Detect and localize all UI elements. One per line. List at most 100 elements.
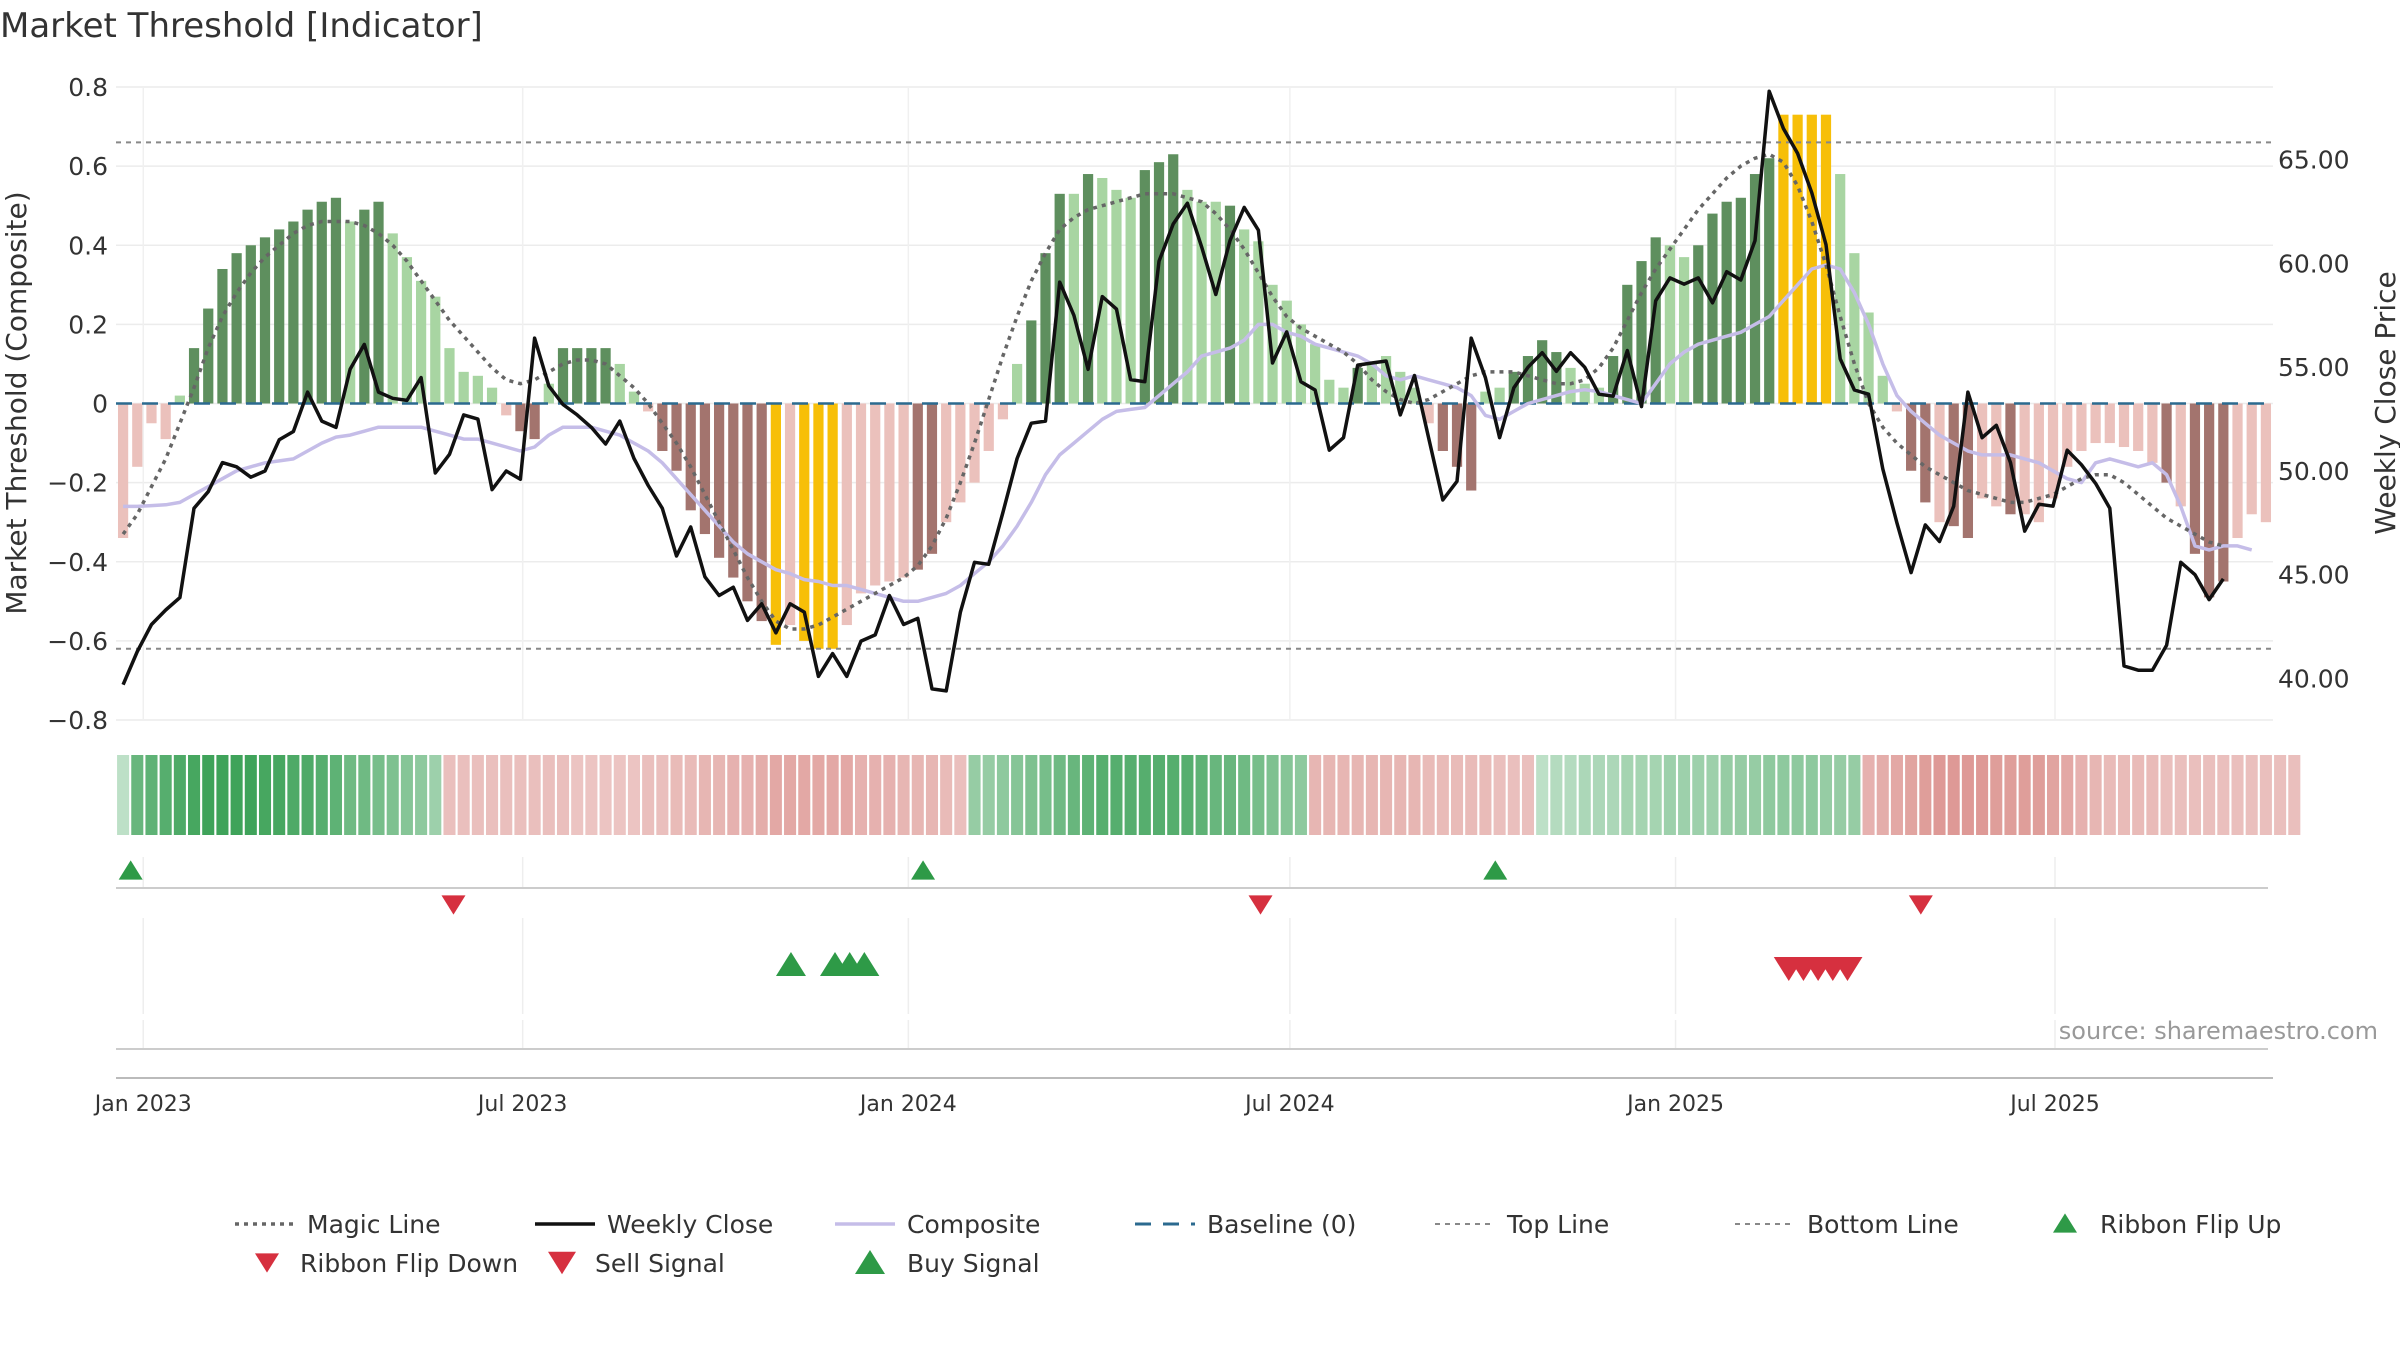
bar [2218, 403, 2229, 582]
bar [713, 403, 725, 558]
bar [1082, 174, 1094, 404]
bar [586, 348, 597, 404]
ribbon-cell [230, 755, 243, 835]
ribbon-cell [1777, 755, 1790, 835]
ribbon-cell [613, 755, 626, 835]
ribbon-cell [854, 755, 868, 835]
bar [2133, 403, 2144, 451]
bar [912, 403, 923, 570]
legend-item: Magic Line [235, 1210, 441, 1239]
ribbon-cell [1734, 755, 1747, 835]
ribbon-cell [698, 755, 711, 835]
bar [1310, 344, 1321, 404]
legend-label: Buy Signal [907, 1249, 1040, 1278]
ribbon-cell [1592, 755, 1605, 835]
ribbon-cell [315, 755, 328, 835]
bar [841, 403, 852, 626]
ribbon-cell [1380, 755, 1393, 835]
bar [855, 403, 867, 594]
ribbon-cell [840, 755, 853, 835]
bar [458, 371, 469, 404]
ribbon-cell [1720, 755, 1733, 835]
bar [2062, 403, 2073, 467]
ribbon-cell [1933, 755, 1946, 835]
ribbon-cell [1209, 755, 1222, 835]
bar [288, 221, 299, 404]
bar [671, 403, 682, 471]
bar [784, 403, 796, 626]
ribbon-cell [117, 755, 130, 835]
chart-title: Market Threshold [Indicator] [0, 6, 483, 46]
ribbon-cell [755, 755, 768, 835]
bar [728, 403, 739, 578]
ribbon-cell [443, 755, 456, 835]
ribbon-cell [1039, 755, 1052, 835]
bar [1068, 193, 1079, 404]
legend-label: Weekly Close [607, 1210, 773, 1239]
ribbon-cell [1053, 755, 1066, 835]
x-tick-label: Jul 2024 [1243, 1092, 1335, 1117]
bar [1565, 367, 1576, 404]
bar [1735, 197, 1746, 404]
composite-bars [117, 114, 2272, 649]
ribbon-cell [1564, 755, 1577, 835]
bar [160, 403, 171, 440]
legend-label: Top Line [1506, 1210, 1609, 1239]
legend-item: Top Line [1435, 1210, 1609, 1239]
bar [572, 348, 583, 404]
bar [132, 403, 143, 467]
ribbon-flip-down-marker [441, 895, 466, 915]
legend-label: Composite [907, 1210, 1040, 1239]
ribbon-cell [642, 755, 655, 835]
bar [1650, 237, 1661, 404]
ribbon-cell [471, 755, 484, 835]
bar [217, 268, 228, 404]
bar [1423, 403, 1434, 424]
ribbon-cell [1819, 755, 1833, 835]
ribbon-cell [670, 755, 683, 835]
bar [1040, 253, 1051, 404]
y-tick-right: 40.00 [2278, 664, 2350, 693]
ribbon-cell [2217, 755, 2230, 835]
ribbon-flip-up-marker [118, 860, 143, 880]
signal-panels [116, 857, 2268, 1050]
ribbon-cell [599, 755, 612, 835]
ribbon-cell [528, 755, 541, 835]
ribbon-cell [2047, 755, 2060, 835]
bar [1678, 257, 1690, 404]
composite-line [123, 263, 2253, 604]
ribbon-cell [1493, 755, 1506, 835]
bar [813, 403, 824, 649]
ribbon-cell [1252, 755, 1265, 835]
bar [884, 403, 895, 582]
bar [2232, 403, 2243, 539]
bar [1579, 383, 1590, 404]
bar [2161, 403, 2172, 483]
bar [2175, 403, 2186, 507]
bar [1764, 158, 1775, 404]
bar [1409, 387, 1420, 404]
ribbon-cell [1919, 755, 1932, 835]
y-tick-left: −0.4 [47, 548, 108, 577]
x-tick-label: Jan 2024 [858, 1092, 957, 1117]
ribbon-cell [386, 755, 399, 835]
ribbon-cell [1351, 755, 1364, 835]
ribbon-cell [812, 755, 825, 835]
ribbon-cell [287, 755, 300, 835]
bar [1792, 114, 1803, 404]
y-tick-right: 45.00 [2278, 561, 2350, 590]
ribbon-cell [1536, 755, 1549, 835]
bar [2076, 403, 2087, 451]
bar [1906, 403, 1917, 471]
bar [1295, 324, 1307, 404]
bar [1522, 356, 1534, 404]
bar [486, 387, 498, 404]
bar [742, 403, 753, 602]
ribbon-cell [301, 755, 314, 835]
y-tick-left: −0.2 [47, 469, 108, 498]
ribbon-cell [372, 755, 385, 835]
bar [1707, 213, 1718, 404]
bar [1153, 162, 1165, 404]
ribbon-cell [457, 755, 470, 835]
bar [1111, 189, 1122, 404]
